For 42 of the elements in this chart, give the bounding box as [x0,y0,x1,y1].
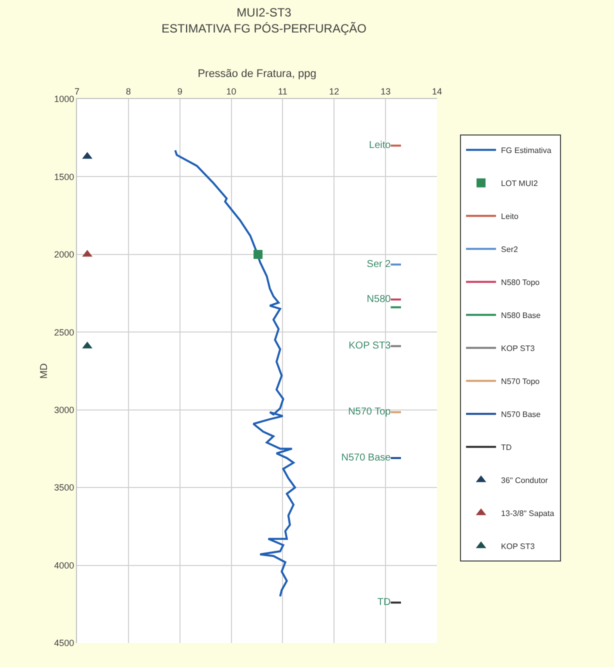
data-label: N580 [366,294,392,305]
x-tick-label: 8 [126,86,131,96]
data-label: Leito [369,140,392,152]
y-axis-title: MD [39,363,50,379]
legend-label: TD [501,442,512,452]
legend-label: FG Estimativa [501,146,552,155]
point [254,250,263,259]
legend-label: Leito [501,212,519,221]
x-tick-label: 10 [226,86,236,96]
y-tick-label: 3500 [54,482,74,493]
x-tick-label: 11 [278,86,288,96]
y-tick-label: 2000 [54,250,74,260]
x-tick-label: 14 [432,86,442,96]
point [82,250,92,257]
legend-label: 36" Condutor [501,476,548,485]
data-label: TD [377,597,391,608]
data-label: N570 Top [348,406,392,418]
x-tick-label: 12 [329,86,340,96]
y-tick-label: 1500 [54,172,74,182]
x-tick-label: 13 [380,86,391,96]
x-axis-title: Pressão de Fratura, ppg [198,68,316,80]
legend-label: LOT MUI2 [501,178,538,188]
data-label: Ser 2 [366,259,392,270]
legend-label: KOP ST3 [501,542,536,551]
y-tick-label: 4000 [54,560,74,570]
legend-label: N570 Topo [501,376,540,386]
legend-label: 13-3/8" Sapata [501,508,555,518]
chart-title: MUI2-ST3 ESTIMATIVA FG PÓS-PERFURAÇÃO [162,6,366,36]
line-series [174,149,296,598]
y-tick-label: 1000 [54,94,74,104]
x-tick-label: 9 [177,86,182,96]
legend-label: N580 Topo [501,278,540,287]
legend-label: KOP ST3 [501,344,536,353]
y-tick-label: 4500 [54,638,74,648]
data-label: KOP ST3 [348,340,392,352]
y-tick-label: 3000 [54,405,74,416]
legend-label: Ser2 [501,244,518,254]
data-label: N570 Base [341,452,392,464]
legend-label: N580 Base [501,310,542,320]
legend-label: N570 Base [501,410,542,419]
y-tick-label: 2500 [54,327,74,338]
x-tick-label: 7 [74,86,80,96]
